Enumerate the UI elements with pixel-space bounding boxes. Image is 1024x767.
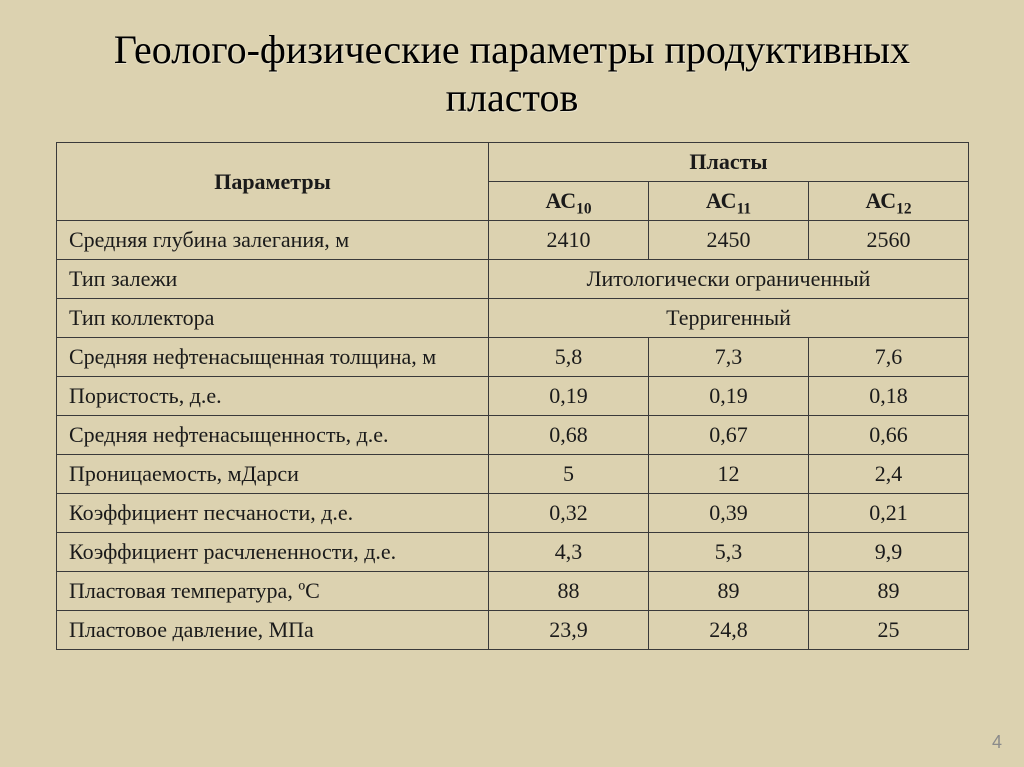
- table-row: Средняя нефтенасыщенность, д.е.0,680,670…: [57, 416, 969, 455]
- value-cell: 2560: [809, 221, 969, 260]
- header-col-ac12: АС12: [809, 182, 969, 221]
- header-col-ac11: АС11: [649, 182, 809, 221]
- value-cell: 0,21: [809, 494, 969, 533]
- table-row: Коэффициент расчлененности, д.е.4,35,39,…: [57, 533, 969, 572]
- param-cell: Средняя глубина залегания, м: [57, 221, 489, 260]
- value-cell: 88: [489, 572, 649, 611]
- merged-cell: Литологически ограниченный: [489, 260, 969, 299]
- value-cell: 0,66: [809, 416, 969, 455]
- value-cell: 2410: [489, 221, 649, 260]
- table-row: Тип коллектораТерригенный: [57, 299, 969, 338]
- table-row: Пластовая температура, ºС888989: [57, 572, 969, 611]
- param-cell: Пористость, д.е.: [57, 377, 489, 416]
- value-cell: 4,3: [489, 533, 649, 572]
- table-row: Тип залежиЛитологически ограниченный: [57, 260, 969, 299]
- param-cell: Тип коллектора: [57, 299, 489, 338]
- slide: Геолого-физические параметры продуктивны…: [0, 0, 1024, 767]
- param-cell: Коэффициент песчаности, д.е.: [57, 494, 489, 533]
- value-cell: 12: [649, 455, 809, 494]
- value-cell: 5: [489, 455, 649, 494]
- param-cell: Пластовая температура, ºС: [57, 572, 489, 611]
- table-row: Проницаемость, мДарси5122,4: [57, 455, 969, 494]
- table-row: Средняя нефтенасыщенная толщина, м5,87,3…: [57, 338, 969, 377]
- value-cell: 2450: [649, 221, 809, 260]
- value-cell: 2,4: [809, 455, 969, 494]
- value-cell: 0,19: [649, 377, 809, 416]
- param-cell: Пластовое давление, МПа: [57, 611, 489, 650]
- value-cell: 0,39: [649, 494, 809, 533]
- param-cell: Тип залежи: [57, 260, 489, 299]
- value-cell: 5,8: [489, 338, 649, 377]
- header-parameters: Параметры: [57, 143, 489, 221]
- parameters-table: Параметры Пласты АС10 АС11 АС12 Средняя …: [56, 142, 969, 650]
- header-layers: Пласты: [489, 143, 969, 182]
- value-cell: 7,6: [809, 338, 969, 377]
- value-cell: 0,18: [809, 377, 969, 416]
- table-row: Средняя глубина залегания, м241024502560: [57, 221, 969, 260]
- table-body: Средняя глубина залегания, м241024502560…: [57, 221, 969, 650]
- slide-title: Геолого-физические параметры продуктивны…: [56, 26, 968, 122]
- param-cell: Проницаемость, мДарси: [57, 455, 489, 494]
- value-cell: 7,3: [649, 338, 809, 377]
- value-cell: 0,32: [489, 494, 649, 533]
- value-cell: 89: [649, 572, 809, 611]
- table-row: Пластовое давление, МПа23,924,825: [57, 611, 969, 650]
- param-cell: Средняя нефтенасыщенность, д.е.: [57, 416, 489, 455]
- table-head: Параметры Пласты АС10 АС11 АС12: [57, 143, 969, 221]
- value-cell: 23,9: [489, 611, 649, 650]
- value-cell: 89: [809, 572, 969, 611]
- value-cell: 5,3: [649, 533, 809, 572]
- value-cell: 24,8: [649, 611, 809, 650]
- param-cell: Средняя нефтенасыщенная толщина, м: [57, 338, 489, 377]
- value-cell: 25: [809, 611, 969, 650]
- page-number: 4: [992, 732, 1002, 753]
- value-cell: 0,19: [489, 377, 649, 416]
- value-cell: 9,9: [809, 533, 969, 572]
- table-row: Коэффициент песчаности, д.е.0,320,390,21: [57, 494, 969, 533]
- header-col-ac10: АС10: [489, 182, 649, 221]
- param-cell: Коэффициент расчлененности, д.е.: [57, 533, 489, 572]
- value-cell: 0,67: [649, 416, 809, 455]
- table-row: Пористость, д.е.0,190,190,18: [57, 377, 969, 416]
- value-cell: 0,68: [489, 416, 649, 455]
- merged-cell: Терригенный: [489, 299, 969, 338]
